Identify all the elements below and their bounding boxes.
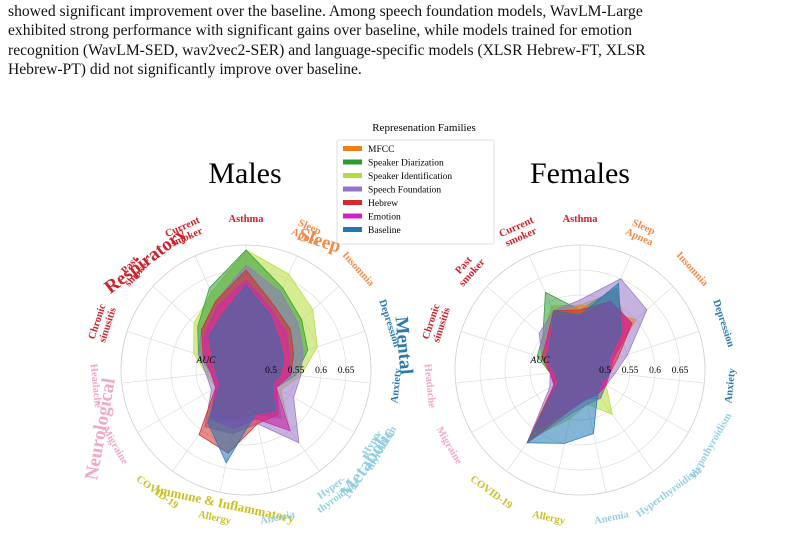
- legend-box: [336, 139, 495, 245]
- axis-category-label: Asthma: [228, 214, 264, 225]
- axis-category-label: Insomnia: [340, 250, 377, 289]
- radial-tick-label: 0.65: [338, 366, 355, 376]
- legend-swatch: [343, 186, 362, 192]
- legend-label: Speech Foundation: [368, 186, 441, 196]
- axis-category-label: Pastsmoker: [449, 249, 488, 289]
- radial-tick-label: 0.65: [672, 366, 689, 376]
- paragraph-line: exhibited strong performance with signif…: [8, 22, 633, 40]
- axis-category-label: Migraine: [434, 425, 464, 467]
- legend: Represenation Families MFCC Speaker Diari…: [336, 122, 495, 245]
- legend-label: Baseline: [368, 226, 401, 236]
- axis-category-label: SleepApnea: [623, 217, 659, 249]
- legend-label: Emotion: [368, 213, 401, 223]
- axis-category-label: Chronicsinusitis: [87, 302, 119, 344]
- legend-swatch: [343, 200, 362, 205]
- axis-category-label: Currentsmoker: [498, 215, 541, 250]
- axis-category-label: Allergy: [531, 509, 567, 527]
- radial-tick-label: 0.55: [288, 366, 305, 376]
- legend-swatch: [343, 159, 362, 165]
- legend-label: Speaker Diarization: [368, 159, 444, 169]
- radial-axis-label: AUC: [530, 356, 551, 366]
- axis-category-label: Hyperthyroidism: [635, 465, 704, 520]
- axis-category-label: Depression: [710, 298, 736, 349]
- axis-category-label: Anemia: [593, 509, 630, 527]
- axis-category-label: Anxiety: [723, 367, 738, 404]
- radar-series-baseline: [207, 284, 285, 464]
- legend-title: Represenation Families: [372, 122, 476, 134]
- paper-paragraph: showed significant improvement over the …: [8, 2, 798, 80]
- legend-swatch: [343, 213, 362, 219]
- panel-title-males: Males: [208, 157, 281, 190]
- axis-category-label: Headache: [422, 363, 438, 409]
- radial-axis-label: AUC: [196, 356, 217, 366]
- radar-series-baseline: [526, 282, 622, 444]
- radial-tick-label: 0.5: [599, 366, 611, 376]
- radial-tick-label: 0.5: [265, 366, 277, 376]
- axis-category-label: Headache: [88, 363, 104, 409]
- radial-tick-label: 0.6: [315, 366, 327, 376]
- paragraph-line: showed significant improvement over the …: [8, 3, 643, 20]
- legend-label: MFCC: [368, 145, 394, 155]
- paragraph-line: Hebrew-PT) did not significantly improve…: [8, 61, 362, 79]
- legend-swatch: [343, 173, 362, 178]
- legend-swatch: [343, 227, 362, 232]
- axis-category-label: Chronicsinusitis: [421, 302, 453, 344]
- axis-category-label: Insomnia: [674, 250, 711, 289]
- panel-title-females: Females: [530, 157, 630, 190]
- radar-panel-females: 0.5 0.55 0.6 0.65 AUC Asthma SleepApnea Insomni…: [421, 214, 738, 527]
- axis-category-label: COVID-19: [468, 474, 514, 512]
- paragraph-line: recognition (WavLM-SED, wav2vec2-SER) an…: [8, 41, 646, 59]
- group-label-mental: Mental: [390, 316, 416, 376]
- legend-swatch: [343, 146, 362, 151]
- axis-category-label: Allergy: [197, 509, 233, 527]
- radial-tick-label: 0.55: [622, 366, 639, 376]
- legend-label: Hebrew: [368, 199, 398, 209]
- legend-entries: MFCC Speaker Diarization Speaker Identific…: [343, 145, 452, 236]
- radial-tick-label: 0.6: [649, 366, 661, 376]
- axis-category-label: Asthma: [562, 214, 598, 225]
- legend-label: Speaker Identification: [368, 171, 452, 182]
- axis-category-label: Anxiety: [389, 367, 404, 404]
